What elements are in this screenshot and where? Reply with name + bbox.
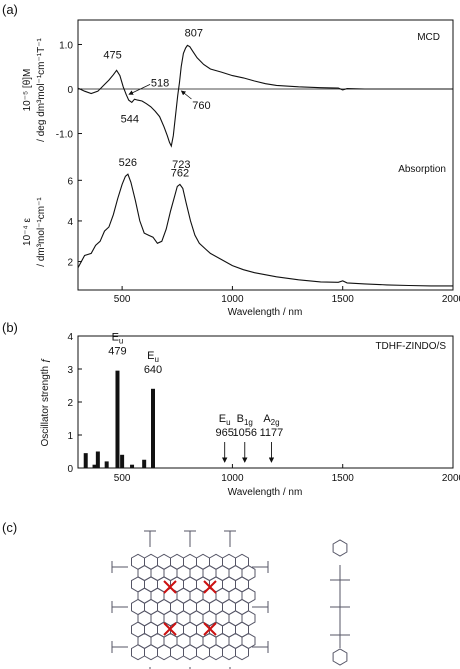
b-ytick-label: 2 — [67, 398, 73, 409]
central-red-bond — [163, 580, 177, 594]
mcd-peak-label-518: 518 — [151, 77, 169, 89]
oscillator-bar — [130, 464, 135, 468]
mcd-ylabel-line2: / deg dm³mol⁻¹cm⁻¹T⁻¹ — [36, 38, 47, 142]
core-hexagon — [170, 644, 184, 661]
a-xtick-label: 2000 — [442, 294, 460, 305]
state-symbol-1056: B1g — [237, 413, 253, 427]
core-hexagon — [235, 644, 249, 661]
oscillator-bar — [142, 459, 147, 468]
b-xtick-label: 500 — [114, 473, 131, 484]
mcd-peak-label-475: 475 — [103, 49, 121, 61]
mcd-ylabel-line1: 10⁻⁵ [θ]M — [22, 69, 33, 112]
a-xtick-label: 500 — [114, 294, 131, 305]
b-legend: TDHF-ZINDO/S — [375, 341, 446, 352]
side-view-phenyl-ring — [332, 539, 348, 557]
mcd-arrow-760 — [180, 90, 192, 100]
core-hexagon — [157, 644, 171, 661]
state-symbol-1177: A2g — [263, 413, 279, 427]
core-hexagon — [196, 644, 210, 661]
mcd-peak-label-807: 807 — [185, 28, 203, 40]
state-subscript-1056: 1g — [244, 418, 253, 427]
central-red-bond — [203, 622, 217, 636]
b-xtick-label: 2000 — [442, 473, 460, 484]
mcd-peak-label-544: 544 — [121, 113, 139, 125]
oscillator-bar — [92, 464, 97, 468]
mcd-legend: MCD — [417, 32, 440, 43]
molecule-side-view — [330, 539, 350, 666]
abs-ytick-label: 2 — [67, 258, 73, 269]
state-wavelength-965: 965 — [216, 427, 234, 439]
core-hexagon — [144, 644, 158, 661]
state-symbol-965: Eu — [219, 413, 231, 427]
state-wavelength-1056: 1056 — [233, 427, 257, 439]
b-xtick-label: 1500 — [332, 473, 355, 484]
oscillator-bar — [120, 454, 125, 468]
molecule-top-view — [111, 530, 269, 669]
state-symbol-640: Eu — [147, 350, 159, 364]
absorption-series-line — [77, 173, 453, 287]
b-xlabel: Wavelength / nm — [228, 487, 303, 498]
absorption-legend: Absorption — [398, 164, 446, 175]
abs-ytick-label: 4 — [67, 217, 73, 228]
b-ytick-label: 4 — [67, 332, 73, 343]
core-hexagon — [183, 644, 197, 661]
abs-ylabel-line1: 10⁻⁴ ε — [22, 217, 33, 245]
b-ytick-label: 3 — [67, 365, 73, 376]
absorption-plot: 6 4 2 Absorption 10⁻⁴ ε / dm³mol⁻¹cm⁻¹ 526 762 — [22, 157, 453, 287]
mcd-series-line — [77, 44, 453, 148]
oscillator-bar — [83, 453, 88, 468]
b-ytick-label: 1 — [67, 431, 73, 442]
b-xtick-label: 1000 — [221, 473, 244, 484]
panel-b-frame — [77, 335, 454, 469]
abs-ylabel-line2: / dm³mol⁻¹cm⁻¹ — [36, 197, 47, 267]
side-view-phenyl-ring — [332, 648, 348, 666]
mcd-peak-label-760: 760 — [192, 100, 210, 112]
oscillator-bar — [151, 388, 155, 468]
state-symbol-479: Eu — [112, 332, 124, 346]
oscillator-strength-plot: 0 1 2 3 4 500 1000 1500 2000 Wavelength / nm Oscil… — [40, 332, 460, 498]
central-red-bond — [203, 580, 217, 594]
abs-peak-label-762: 762 — [171, 167, 189, 179]
mcd-plot: 1.0 0 -1.0 MCD 10⁻⁵ [θ]M / deg dm³mol⁻¹cm⁻¹T⁻… — [22, 28, 453, 171]
oscillator-bar — [104, 461, 109, 468]
state-wavelength-640: 640 — [144, 364, 162, 376]
abs-ytick-label: 6 — [67, 176, 73, 187]
a-xtick-label: 1000 — [221, 294, 244, 305]
core-hexagon — [131, 644, 145, 661]
state-subscript-479: u — [119, 337, 123, 346]
oscillator-bar — [115, 370, 120, 468]
mcd-arrow-518 — [128, 83, 151, 95]
a-xlabel: Wavelength / nm — [228, 307, 303, 318]
panel-a-x-axis: 500 1000 1500 2000 Wavelength / nm — [114, 286, 460, 318]
state-subscript-965: u — [226, 418, 230, 427]
panel-a-frame — [77, 19, 454, 291]
b-ylabel: Oscillator strength ƒ — [40, 358, 51, 447]
state-subscript-640: u — [154, 355, 158, 364]
b-ytick-label: 0 — [67, 464, 73, 475]
a-xtick-label: 1500 — [332, 294, 355, 305]
mcd-ytick-label: 0 — [67, 85, 73, 96]
state-wavelength-479: 479 — [108, 346, 126, 358]
panel-label-a: (a) — [2, 2, 18, 17]
mcd-peak-label-723: 723 — [172, 159, 190, 171]
oscillator-bar — [95, 451, 100, 468]
panel-label-c: (c) — [2, 520, 17, 535]
mcd-ytick-label: 1.0 — [59, 40, 73, 51]
abs-peak-label-526: 526 — [119, 157, 137, 169]
central-red-bond — [163, 622, 177, 636]
panel-label-b: (b) — [2, 320, 18, 335]
core-hexagon — [222, 644, 236, 661]
core-hexagon — [209, 644, 223, 661]
mcd-ytick-label: -1.0 — [56, 130, 74, 141]
state-wavelength-1177: 1177 — [260, 427, 284, 439]
state-subscript-1177: 2g — [271, 418, 280, 427]
